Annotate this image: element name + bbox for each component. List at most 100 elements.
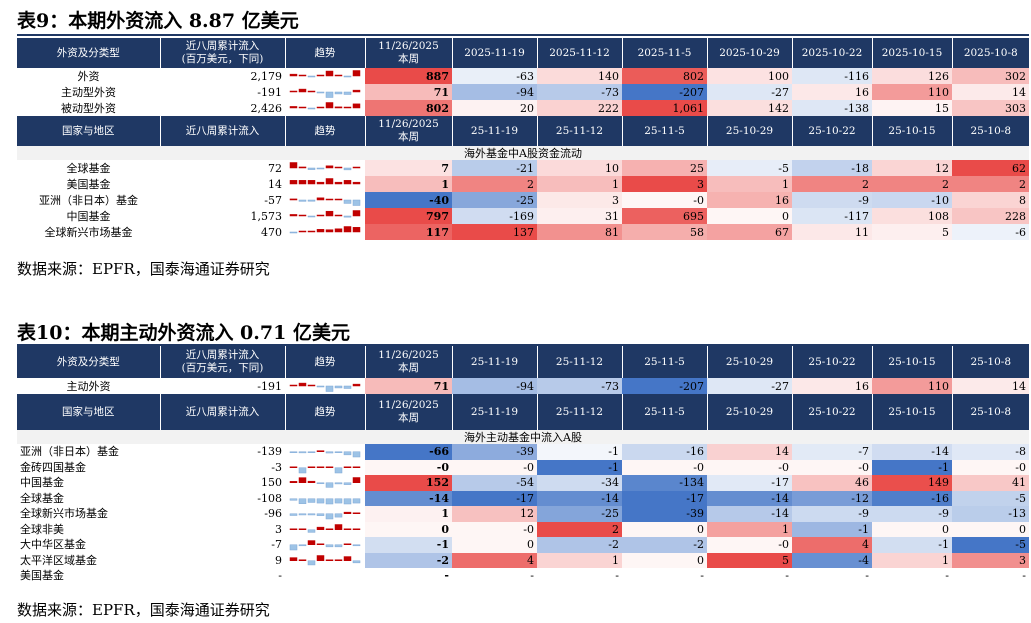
weekly-value: -14 xyxy=(872,444,952,460)
cumulative-value: -191 xyxy=(257,379,282,393)
weekly-value: -1 xyxy=(537,444,622,460)
sparkline-bar xyxy=(343,466,352,468)
column-header: 国家与地区 xyxy=(17,394,161,430)
current-week-value: 887 xyxy=(365,68,452,84)
trend-sparkline xyxy=(289,511,361,520)
column-header: 11/26/2025 本周 xyxy=(365,116,453,146)
sparkline-bar xyxy=(307,451,316,453)
sparkline-bar xyxy=(289,556,298,561)
column-header: 外资及分类型 xyxy=(17,38,161,68)
sparkline-bar xyxy=(325,498,334,504)
weekly-value: -0 xyxy=(622,459,707,475)
weekly-value: -0 xyxy=(452,521,537,537)
weekly-value: -1 xyxy=(872,537,952,553)
header-text: 25-10-8 xyxy=(970,124,1012,137)
column-header: 2025-11-19 xyxy=(452,38,538,68)
sparkline-bar xyxy=(334,385,343,389)
cumulative-value: 150 xyxy=(261,476,282,490)
header-text: 本周 xyxy=(398,362,419,374)
weekly-value: -9 xyxy=(792,506,872,522)
sparkline-bar xyxy=(316,450,325,452)
header-text: 11/26/2025 xyxy=(378,40,439,53)
weekly-value: -7 xyxy=(792,444,872,460)
row-label: 全球基金 xyxy=(20,491,64,505)
column-header: 25-10-8 xyxy=(952,346,1029,378)
table-row: 全球基金 72 7 -21 10 25 -5 -18 12 62 xyxy=(17,160,1029,176)
sparkline-bar xyxy=(316,554,325,561)
sparkline-bar xyxy=(307,513,316,516)
table-row: 中国基金 1,573 797 -169 31 695 0 -117 108 228 xyxy=(17,208,1029,224)
trend-sparkline xyxy=(288,569,364,583)
sparkline-bar xyxy=(352,528,361,530)
weekly-value: -17 xyxy=(622,490,707,506)
sparkline-bar xyxy=(352,70,361,77)
header-text: 外资及分类型 xyxy=(56,355,120,368)
sparkline-bar xyxy=(334,106,343,109)
sparkline-bar xyxy=(289,451,298,453)
sparkline-bar xyxy=(343,75,352,78)
trend-cell xyxy=(285,84,365,100)
column-header: 25-11-19 xyxy=(452,394,538,430)
trend-sparkline xyxy=(289,210,361,218)
sparkline-bar xyxy=(307,215,316,218)
weekly-value: -13 xyxy=(952,506,1029,522)
weekly-value: -117 xyxy=(792,208,872,224)
sparkline-bar xyxy=(343,180,352,185)
header-text: 本周 xyxy=(398,131,419,143)
sparkline-bar xyxy=(316,91,325,94)
current-week-value: 1 xyxy=(365,506,452,522)
sparkline-bar xyxy=(307,90,316,93)
weekly-value: 16 xyxy=(707,192,792,208)
sparkline-bar xyxy=(325,178,334,185)
trend-sparkline xyxy=(289,450,361,458)
sparkline-bar xyxy=(343,385,352,389)
sparkline-bar xyxy=(307,199,316,202)
weekly-value: 14 xyxy=(952,84,1029,100)
weekly-value: - xyxy=(872,568,952,584)
weekly-value: 137 xyxy=(452,224,537,240)
weekly-value: 695 xyxy=(622,208,707,224)
header-text: 25-10-22 xyxy=(808,405,856,418)
column-header: 11/26/2025 本周 xyxy=(365,394,453,430)
weekly-value: 12 xyxy=(452,506,537,522)
cumulative-value: 9 xyxy=(275,553,282,567)
weekly-value: -5 xyxy=(707,160,792,176)
weekly-value: 149 xyxy=(872,475,952,491)
sparkline-bar xyxy=(307,560,316,565)
weekly-value: 41 xyxy=(952,475,1029,491)
table-row: 美国基金 14 1 2 1 3 1 2 2 2 xyxy=(17,176,1029,192)
sparkline-bar xyxy=(298,180,307,185)
sparkline-bar xyxy=(325,528,334,530)
row-label: 亚洲（非日本）基金 xyxy=(39,193,138,207)
trend-cell xyxy=(285,68,365,84)
weekly-value: -34 xyxy=(537,475,622,491)
weekly-value: 2 xyxy=(452,176,537,192)
weekly-value: 16 xyxy=(792,378,872,394)
header-text: 11/26/2025 xyxy=(378,399,439,412)
column-header: 25-10-22 xyxy=(792,346,873,378)
weekly-value: 1,061 xyxy=(622,100,707,116)
sparkline-bar xyxy=(325,451,334,454)
trend-sparkline xyxy=(289,523,361,533)
column-header: 25-10-8 xyxy=(952,394,1029,430)
weekly-value: 110 xyxy=(872,378,952,394)
weekly-value: 0 xyxy=(622,552,707,568)
weekly-value: 1 xyxy=(872,552,952,568)
sparkline-bar xyxy=(352,466,361,468)
weekly-value: 0 xyxy=(952,521,1029,537)
trend-cell xyxy=(285,208,365,224)
table9-title: 表9：本期外资流入 8.87 亿美元 xyxy=(17,10,299,32)
weekly-value: 15 xyxy=(872,100,952,116)
weekly-value: -27 xyxy=(707,378,792,394)
sparkline-bar xyxy=(343,451,352,456)
column-header: 11/26/2025 本周 xyxy=(365,38,453,68)
header-text: 25-10-15 xyxy=(888,124,936,137)
column-header: 11/26/2025 本周 xyxy=(365,346,453,378)
current-week-value: -0 xyxy=(365,459,452,475)
current-week-value: 797 xyxy=(365,208,452,224)
sparkline-bar xyxy=(298,451,307,454)
sparkline-bar xyxy=(334,544,343,548)
sparkline-bar xyxy=(289,466,298,468)
current-week-value: 71 xyxy=(365,378,452,394)
cumulative-value: 2,426 xyxy=(250,101,283,115)
